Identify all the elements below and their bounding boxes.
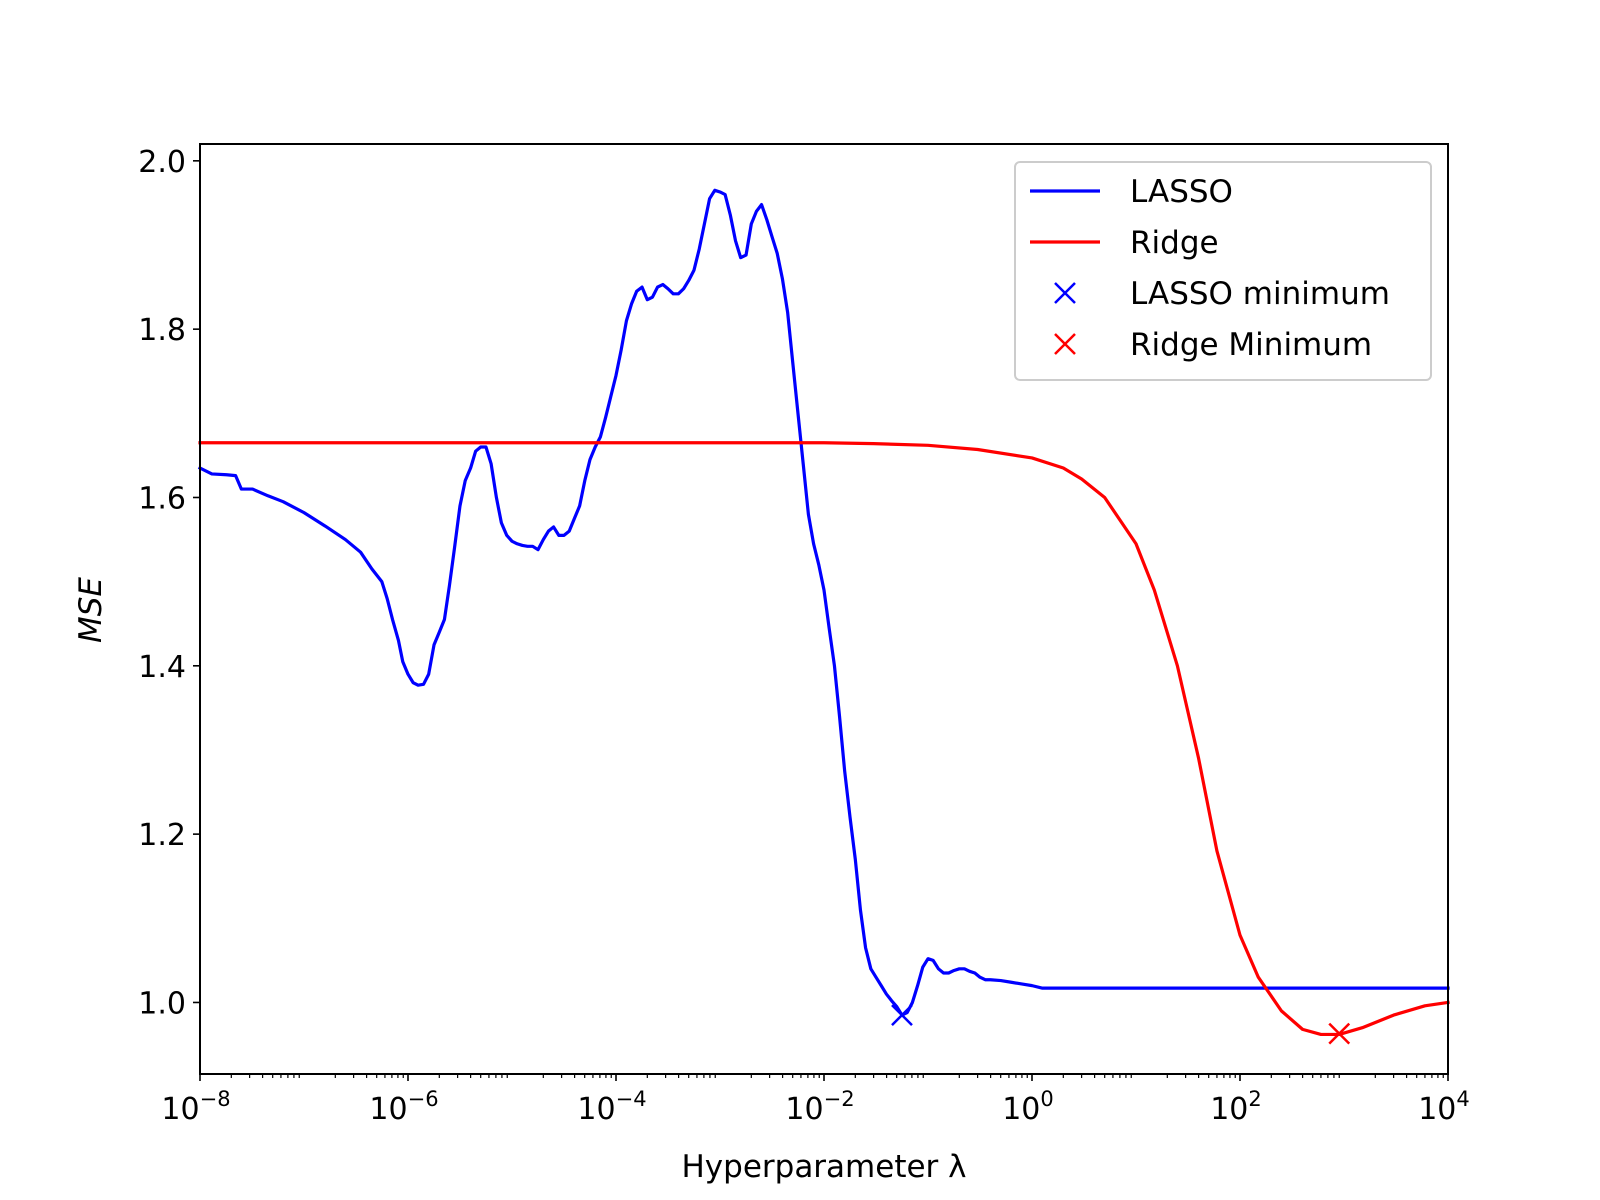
y-tick-label: 1.8 bbox=[138, 313, 186, 348]
legend-ridge-minimum-label: Ridge Minimum bbox=[1130, 327, 1372, 363]
x-tick-label: 100 bbox=[1002, 1087, 1054, 1127]
x-tick-label: 10−6 bbox=[369, 1087, 438, 1127]
series-layer bbox=[197, 188, 1450, 1045]
legend-box bbox=[1014, 161, 1432, 381]
ridge-minimum-marker bbox=[1328, 1022, 1351, 1045]
legend-lasso-minimum-label: LASSO minimum bbox=[1130, 276, 1390, 312]
y-tick-label: 1.6 bbox=[138, 481, 186, 516]
y-tick-label: 1.2 bbox=[138, 818, 186, 853]
y-tick-label: 1.4 bbox=[138, 650, 186, 685]
legend-lasso-label: LASSO bbox=[1130, 174, 1233, 210]
x-tick-label: 104 bbox=[1418, 1087, 1470, 1127]
x-tick-label: 102 bbox=[1210, 1087, 1262, 1127]
x-tick-label: 10−8 bbox=[161, 1087, 230, 1127]
lasso-minimum-marker bbox=[891, 1004, 913, 1026]
legend-ridge-label: Ridge bbox=[1130, 225, 1219, 261]
x-axis: 10−8 10−6 10−4 10−2 100 102 104 bbox=[161, 1074, 1470, 1127]
legend-lasso-minimum-swatch bbox=[1054, 282, 1076, 304]
x-axis-label: Hyperparameter λ bbox=[681, 1149, 966, 1185]
lasso-line bbox=[197, 188, 1450, 1017]
legend: LASSO Ridge LASSO minimum Ridge Minimum bbox=[1014, 161, 1432, 381]
y-tick-label: 2.0 bbox=[138, 145, 186, 180]
y-tick-label: 1.0 bbox=[138, 986, 186, 1021]
x-tick-label: 10−2 bbox=[785, 1087, 854, 1127]
y-axis-label: MSE bbox=[73, 577, 109, 643]
y-axis: 1.0 1.2 1.4 1.6 1.8 2.0 bbox=[138, 145, 200, 1021]
ridge-line bbox=[198, 441, 1450, 1037]
legend-ridge-minimum-swatch bbox=[1054, 333, 1076, 355]
x-tick-label: 10−4 bbox=[577, 1087, 646, 1127]
